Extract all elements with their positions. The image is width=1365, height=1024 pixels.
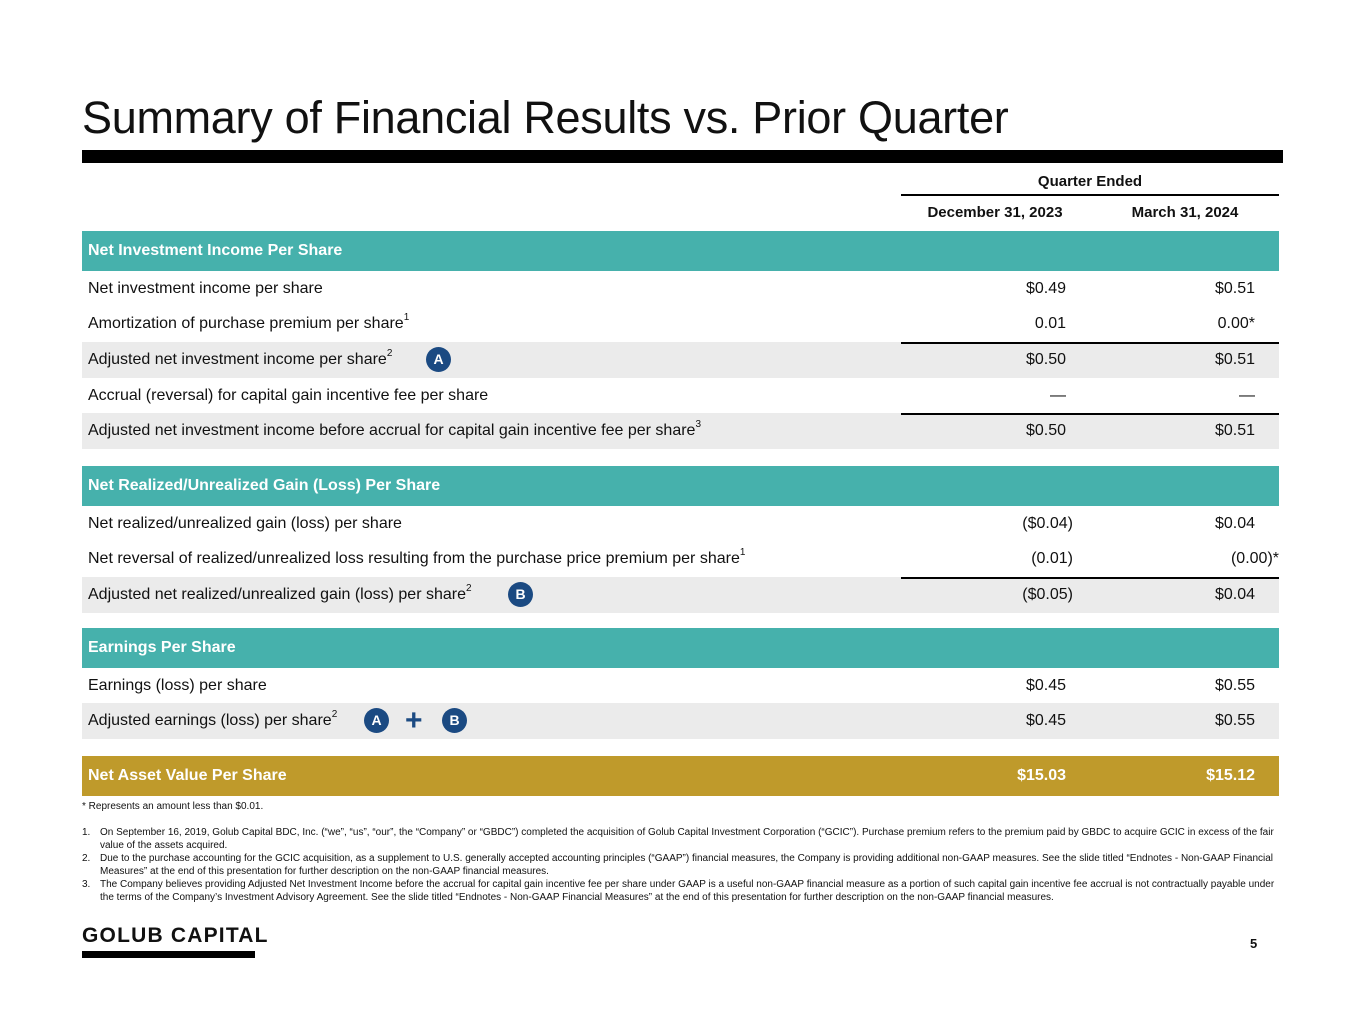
row-label: Adjusted earnings (loss) per share2	[88, 708, 338, 729]
logo-underline-bar	[82, 951, 255, 958]
value-dec-2023: $0.50	[1025, 351, 1066, 368]
footnote-ref: 2	[466, 582, 472, 594]
value-mar-2024: —	[1239, 387, 1255, 404]
footnote-ref: 2	[331, 708, 338, 720]
value-dec-2023: —	[1050, 387, 1066, 404]
value-mar-2024: 0.00*	[1217, 315, 1255, 332]
value-dec-2023: 0.01	[1034, 315, 1066, 332]
badge-b: B	[508, 582, 533, 607]
value-dec-2023: $15.03	[1017, 767, 1066, 784]
title-underline-bar	[82, 150, 1283, 163]
value-mar-2024: $0.51	[1214, 280, 1255, 297]
row-label: Net reversal of realized/unrealized loss…	[88, 546, 746, 567]
quarter-ended-header: Quarter Ended	[901, 170, 1279, 196]
section-header-eps: Earnings Per Share	[82, 628, 1279, 668]
value-dec-2023: $0.45	[1025, 677, 1066, 694]
table-row: Adjusted net investment income before ac…	[82, 413, 1279, 449]
value-dec-2023: $0.49	[1025, 280, 1066, 297]
value-dec-2023: (0.01)	[1031, 550, 1073, 567]
row-label: Amortization of purchase premium per sha…	[88, 311, 410, 332]
row-label: Net Asset Value Per Share	[88, 767, 287, 784]
value-dec-2023: ($0.04)	[1022, 515, 1073, 532]
value-mar-2024: $0.04	[1214, 586, 1255, 603]
badge-b: B	[442, 708, 467, 733]
row-label: Adjusted net investment income before ac…	[88, 418, 702, 439]
footnotes-list: 1. On September 16, 2019, Golub Capital B…	[82, 826, 1282, 904]
subtotal-rule	[901, 342, 1279, 344]
table-row: Net reversal of realized/unrealized loss…	[82, 541, 1279, 577]
badge-a: A	[364, 708, 389, 733]
section-header-label: Earnings Per Share	[88, 639, 236, 656]
value-dec-2023: $0.50	[1025, 422, 1066, 439]
footnote-item: 1. On September 16, 2019, Golub Capital B…	[82, 827, 1274, 851]
value-mar-2024: $0.51	[1214, 351, 1255, 368]
table-row: Adjusted earnings (loss) per share2 A + …	[82, 703, 1279, 739]
row-label: Net realized/unrealized gain (loss) per …	[88, 515, 402, 532]
table-row: Net investment income per share $0.49 $0…	[82, 271, 1279, 307]
footnote-ref: 1	[739, 546, 746, 558]
column-header-dec-2023: December 31, 2023	[927, 204, 1063, 221]
table-row: Amortization of purchase premium per sha…	[82, 306, 1279, 342]
golub-capital-logo: GOLUB CAPITAL	[82, 924, 269, 947]
column-header-mar-2024: March 31, 2024	[1131, 204, 1239, 221]
footnote-ref: 3	[695, 418, 702, 430]
section-header-nii: Net Investment Income Per Share	[82, 231, 1279, 271]
table-row: Adjusted net investment income per share…	[82, 342, 1279, 378]
row-label: Net investment income per share	[88, 280, 323, 297]
section-header-label: Net Investment Income Per Share	[88, 242, 343, 259]
value-dec-2023: ($0.05)	[1022, 586, 1073, 603]
footnote-item: 3. The Company believes providing Adjuste…	[82, 879, 1275, 903]
table-row: Adjusted net realized/unrealized gain (l…	[82, 577, 1279, 613]
value-dec-2023: $0.45	[1025, 712, 1066, 729]
badge-a: A	[426, 347, 451, 372]
row-label: Earnings (loss) per share	[88, 677, 267, 694]
subtotal-rule	[901, 577, 1279, 579]
section-header-label: Net Realized/Unrealized Gain (Loss) Per …	[88, 477, 441, 494]
table-row: Earnings (loss) per share $0.45 $0.55	[82, 668, 1279, 704]
section-header-gain-loss: Net Realized/Unrealized Gain (Loss) Per …	[82, 466, 1279, 506]
page-number: 5	[1250, 936, 1258, 951]
value-mar-2024: $0.55	[1214, 677, 1255, 694]
value-mar-2024: $0.55	[1214, 712, 1255, 729]
page-title: Summary of Financial Results vs. Prior Q…	[82, 92, 1009, 143]
footnote-ref: 2	[386, 347, 393, 359]
value-mar-2024: $0.04	[1214, 515, 1255, 532]
value-mar-2024: $0.51	[1214, 422, 1255, 439]
table-row: Accrual (reversal) for capital gain ince…	[82, 378, 1279, 414]
value-mar-2024: $15.12	[1206, 767, 1255, 784]
footnote-star: * Represents an amount less than $0.01.	[82, 801, 264, 812]
row-label: Accrual (reversal) for capital gain ince…	[88, 387, 489, 404]
nav-per-share-row: Net Asset Value Per Share $15.03 $15.12	[82, 756, 1279, 796]
footnote-ref: 1	[403, 311, 410, 323]
value-mar-2024: (0.00)*	[1230, 550, 1279, 567]
plus-icon: +	[405, 704, 423, 737]
subtotal-rule	[901, 413, 1279, 415]
footnote-item: 2. Due to the purchase accounting for the…	[82, 853, 1274, 877]
row-label: Adjusted net investment income per share…	[88, 347, 393, 368]
table-row: Net realized/unrealized gain (loss) per …	[82, 506, 1279, 542]
row-label: Adjusted net realized/unrealized gain (l…	[88, 582, 472, 603]
